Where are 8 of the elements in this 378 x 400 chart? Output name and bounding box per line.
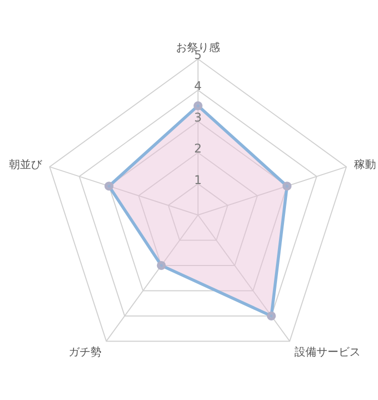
y-tick-label: 2 bbox=[194, 142, 202, 156]
spoke-label: 設備サービス bbox=[294, 345, 360, 358]
y-tick-label: 1 bbox=[194, 172, 202, 187]
spoke-label: 稼動 bbox=[354, 158, 376, 172]
y-tick-label: 3 bbox=[194, 110, 202, 124]
spoke-label: 朝並び bbox=[9, 158, 44, 172]
y-tick-label: 4 bbox=[194, 79, 202, 94]
spoke-label: ガチ勢 bbox=[68, 345, 102, 358]
